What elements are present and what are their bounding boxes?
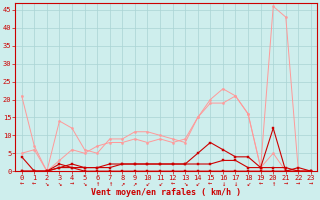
X-axis label: Vent moyen/en rafales ( km/h ): Vent moyen/en rafales ( km/h ): [91, 188, 241, 197]
